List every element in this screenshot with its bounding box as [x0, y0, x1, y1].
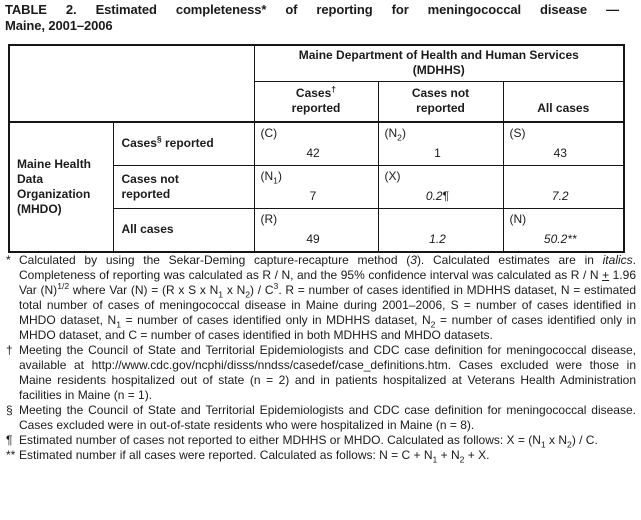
table-title-line2: Maine, 2001–2006: [5, 18, 113, 33]
cell-c: (C) 42: [253, 121, 379, 166]
footnote-text: Estimated number of cases not reported t…: [19, 433, 598, 450]
row-label-cases-not-reported: Cases not reported: [112, 164, 255, 209]
column-header-all-cases: All cases: [502, 81, 625, 123]
footnote-marker: †: [6, 343, 13, 357]
cell-value: 49: [306, 231, 320, 246]
cell-tag: (N1): [260, 168, 282, 185]
cell-s: (S) 43: [502, 121, 625, 166]
footnote-dagger: † Meeting the Council of State and Territ…: [6, 343, 636, 403]
data-table-wrapper: Maine Department of Health and Human Ser…: [8, 44, 626, 253]
cell-value: 7.2: [551, 188, 569, 203]
row-label-all-cases: All cases: [112, 207, 255, 252]
stub-blank-cell: [8, 44, 255, 123]
footnote-text: Meeting the Council of State and Territo…: [19, 343, 636, 402]
cell-value: 0.2¶: [425, 188, 450, 203]
footnote-text: Estimated number if all cases were repor…: [19, 448, 490, 465]
cell-value: 42: [306, 145, 320, 160]
cell-n1: (N1) 7: [253, 164, 379, 209]
spanner-header: Maine Department of Health and Human Ser…: [253, 44, 625, 82]
cell-value: 43: [553, 145, 567, 160]
cell-tag: (R): [260, 211, 278, 226]
footnote-marker: **: [6, 448, 16, 462]
row-group-label-mhdo: Maine Health Data Organization (MHDO): [8, 121, 114, 252]
footnote-text: Meeting the Council of State and Territo…: [19, 403, 636, 432]
cell-value: 1.2: [429, 231, 446, 246]
table-title-line1: TABLE 2. Estimated completeness* of repo…: [5, 2, 619, 17]
cell-value: 50.2**: [543, 231, 577, 246]
footnote-marker: ¶: [6, 433, 13, 447]
cell-tag: (S): [509, 125, 526, 140]
column-header-cases-reported: Cases† reported: [253, 81, 379, 123]
cell-tag: [504, 166, 624, 184]
cell-n-total: (N) 50.2**: [502, 207, 625, 252]
column-header-cases-not-reported: Cases not reported: [377, 81, 504, 123]
cell-row2-total: 7.2: [502, 164, 625, 209]
footnote-marker: *: [6, 253, 11, 267]
cell-x: (X) 0.2¶: [377, 164, 504, 209]
cell-value: 7: [309, 188, 317, 203]
footnote-pilcrow: ¶ Estimated number of cases not reported …: [6, 433, 636, 450]
footnote-text: Calculated by using the Sekar-Deming cap…: [19, 253, 637, 342]
cell-n2: (N2) 1: [377, 121, 504, 166]
cell-row3-col2: 1.2: [377, 207, 504, 252]
footnotes-block: * Calculated by using the Sekar-Deming ca…: [6, 253, 636, 465]
cell-value: 1: [434, 145, 441, 160]
footnote-asterisk: * Calculated by using the Sekar-Deming ca…: [6, 253, 636, 343]
data-table: Maine Department of Health and Human Ser…: [8, 44, 626, 253]
cell-tag: (X): [384, 168, 401, 183]
cell-tag: (C): [260, 125, 278, 140]
row-label-cases-reported: Cases§ reported: [112, 121, 255, 166]
cell-tag: [379, 209, 503, 227]
cell-tag: (N): [509, 211, 527, 226]
footnote-marker: §: [6, 403, 13, 417]
table-title: TABLE 2. Estimated completeness* of repo…: [5, 2, 619, 34]
cell-r: (R) 49: [253, 207, 379, 252]
cell-tag: (N2): [384, 125, 406, 142]
footnote-section: § Meeting the Council of State and Territ…: [6, 403, 636, 433]
footnote-double-asterisk: ** Estimated number if all cases were rep…: [6, 448, 636, 465]
